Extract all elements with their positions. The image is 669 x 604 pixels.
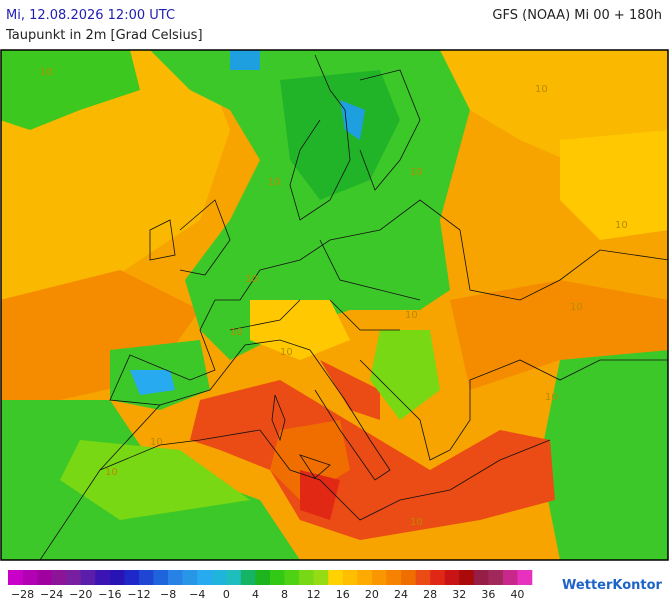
- contour-label: 10: [545, 392, 558, 403]
- scale-swatch: [284, 570, 300, 585]
- map-title: Taupunkt in 2m [Grad Celsius]: [5, 28, 203, 43]
- scale-label: 12: [307, 588, 321, 600]
- scale-swatch: [342, 570, 358, 585]
- model-run: GFS (NOAA) Mi 00 + 180h: [492, 8, 662, 23]
- contour-label: 10: [268, 177, 281, 188]
- scale-swatch: [401, 570, 416, 585]
- scale-swatch: [415, 570, 431, 585]
- contour-label: 10: [535, 84, 548, 95]
- scale-swatch: [357, 570, 373, 585]
- scale-swatch: [124, 570, 140, 585]
- contour-label: 10: [615, 220, 628, 231]
- scale-swatch: [153, 570, 169, 585]
- scale-label: −28: [11, 588, 34, 600]
- scale-swatch: [473, 570, 489, 585]
- contour-label: 10: [410, 167, 423, 178]
- scale-swatch: [8, 570, 23, 585]
- map: 10 10 10 10 10 10 10 10 10 10 10 10 10 1…: [0, 49, 669, 561]
- scale-label: 16: [336, 588, 350, 600]
- scale-label: 20: [365, 588, 379, 600]
- scale-swatch: [226, 570, 242, 585]
- scale-label: −12: [127, 588, 150, 600]
- scale-swatch: [371, 570, 387, 585]
- contour-label: 10: [570, 302, 583, 313]
- scale-label: −16: [98, 588, 121, 600]
- scale-swatch: [66, 570, 82, 585]
- scale-swatch: [517, 570, 533, 585]
- scale-swatch: [22, 570, 38, 585]
- scale-label: −24: [40, 588, 63, 600]
- scale-swatch: [80, 570, 96, 585]
- scale-swatch: [37, 570, 52, 585]
- scale-swatch: [488, 570, 504, 585]
- forecast-date: Mi, 12.08.2026 12:00 UTC: [6, 8, 175, 23]
- contour-label: 10: [105, 467, 118, 478]
- brand-logo: WetterKontor: [562, 578, 663, 593]
- scale-label: 0: [223, 588, 230, 600]
- map-frame: [0, 49, 669, 561]
- scale-swatch: [386, 570, 402, 585]
- scale-label: −8: [160, 588, 176, 600]
- scale-label: 8: [281, 588, 288, 600]
- contour-label: 10: [280, 347, 293, 358]
- contour-label: 10: [410, 517, 423, 528]
- scale-swatch: [168, 570, 183, 585]
- contour-label: 10: [405, 310, 418, 321]
- contour-label: 10: [230, 327, 243, 338]
- scale-label: 24: [394, 588, 408, 600]
- scale-swatch: [139, 570, 154, 585]
- scale-swatch: [255, 570, 271, 585]
- scale-swatch: [197, 570, 213, 585]
- scale-swatch: [270, 570, 285, 585]
- scale-swatch: [109, 570, 125, 585]
- scale-swatch: [502, 570, 518, 585]
- scale-label: 36: [481, 588, 495, 600]
- scale-swatch: [299, 570, 314, 585]
- scale-swatch: [459, 570, 475, 585]
- scale-label: 28: [423, 588, 437, 600]
- scale-swatch: [51, 570, 67, 585]
- scale-label: 4: [252, 588, 259, 600]
- scale-swatch: [240, 570, 256, 585]
- scale-swatch: [182, 570, 198, 585]
- contour-label: 10: [245, 274, 258, 285]
- contour-label: 10: [150, 437, 163, 448]
- scale-swatch: [211, 570, 227, 585]
- scale-swatch: [430, 570, 445, 585]
- scale-swatch: [95, 570, 111, 585]
- scale-label: −4: [189, 588, 205, 600]
- scale-swatch: [444, 570, 460, 585]
- scale-label: 40: [510, 588, 524, 600]
- scale-swatch: [328, 570, 344, 585]
- scale-swatch: [313, 570, 329, 585]
- color-scale: −28 −24 −20 −16 −12 −8 −4 0 4 8 12 16 20 24 28 32 36 40: [8, 570, 533, 601]
- scale-label: −20: [69, 588, 92, 600]
- contour-label: 10: [40, 67, 53, 78]
- scale-label: 32: [452, 588, 466, 600]
